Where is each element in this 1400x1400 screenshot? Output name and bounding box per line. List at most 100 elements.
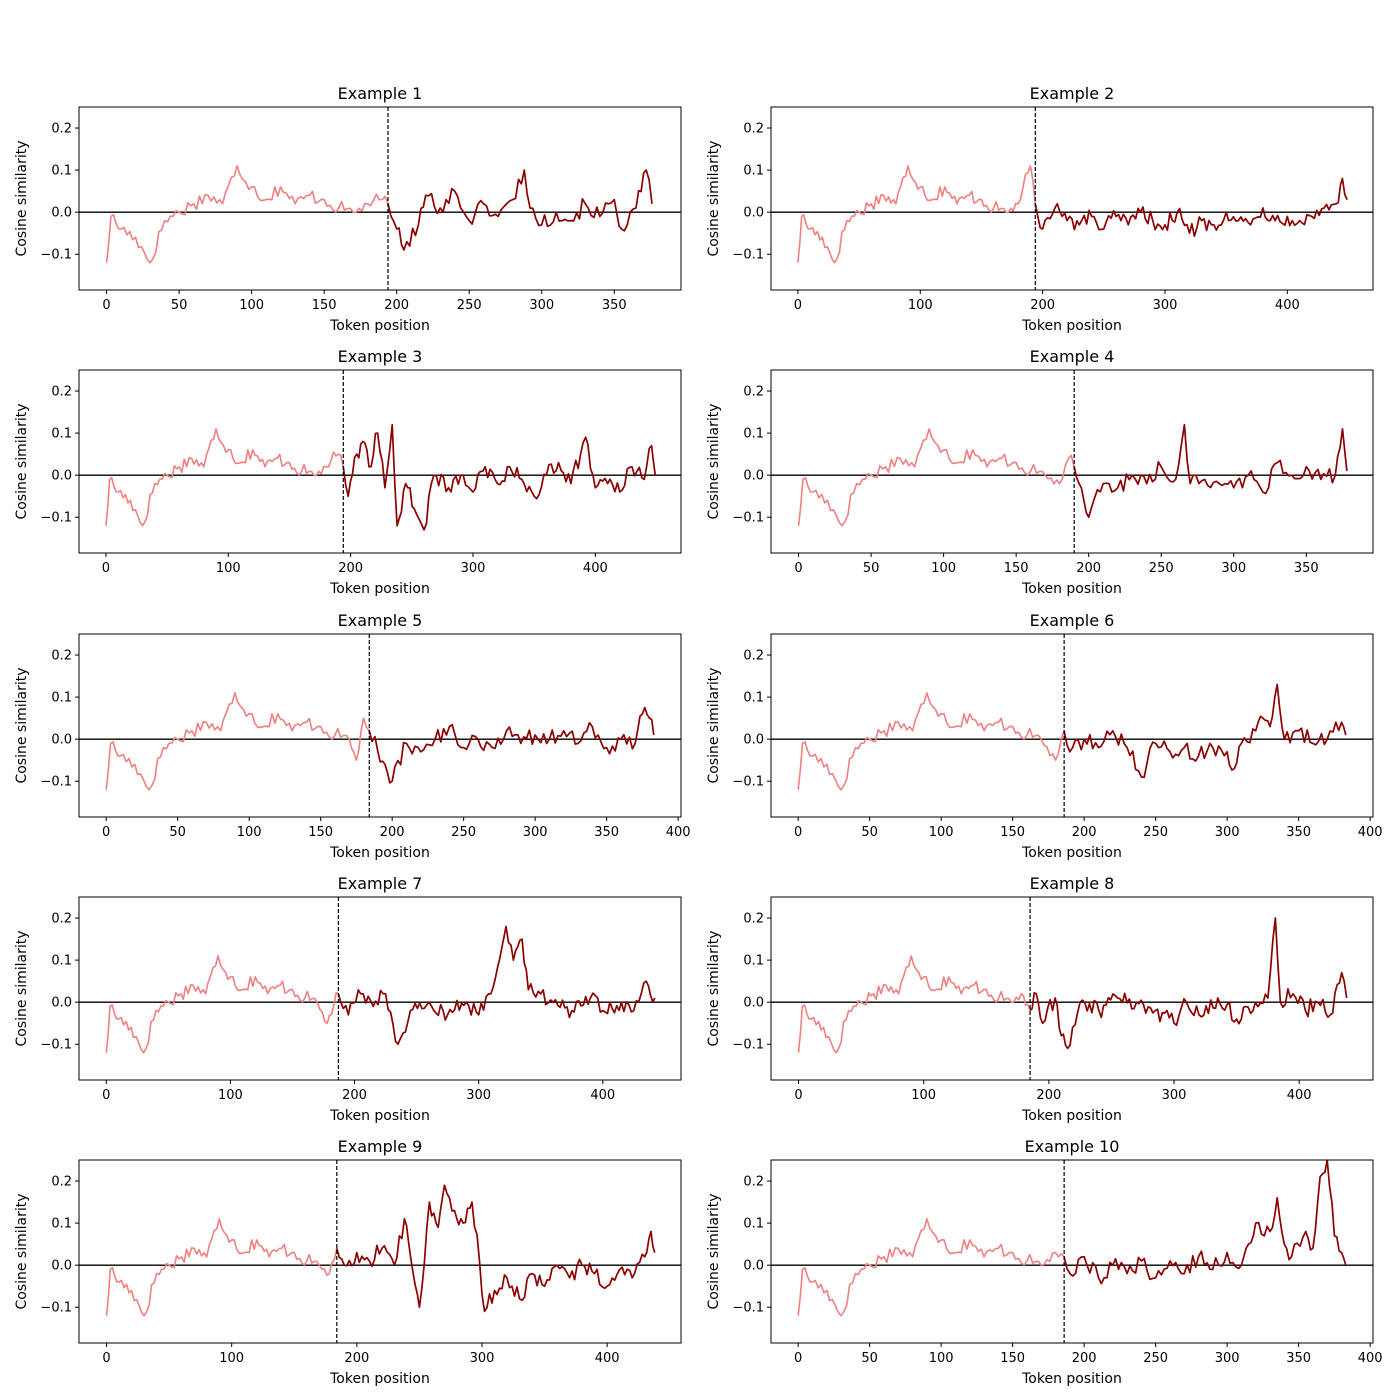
x-tick-label: 50 (861, 825, 878, 840)
chart-example-6: Example 6 0 50 100 150 200 250 300 350 400 −0.1 0.0… (706, 611, 1383, 861)
x-tick-label: 250 (457, 298, 482, 313)
x-tick-label: 300 (470, 1351, 495, 1366)
y-axis-label: Cosine similarity (706, 930, 722, 1046)
axes-frame (770, 1159, 1374, 1344)
y-tick-label: 0.2 (743, 385, 764, 400)
x-axis-label: Token position (329, 581, 430, 597)
y-axis-label: Cosine similarity (706, 667, 722, 783)
plot-area (79, 107, 681, 290)
x-tick-label: 400 (583, 561, 608, 576)
response-series-line (387, 169, 653, 251)
chart-title: Example 4 (1030, 347, 1115, 366)
x-tick-label: 100 (929, 825, 954, 840)
y-tick-label: 0.1 (743, 691, 764, 706)
response-series-line (335, 1184, 656, 1313)
x-tick-label: 300 (461, 561, 486, 576)
chart-example-5: Example 5 0 50 100 150 200 250 300 350 400 −0.1 0.0… (14, 611, 691, 861)
prefix-series-line (105, 955, 339, 1054)
prefix-series-line (797, 692, 1065, 791)
y-tick-label: 0.0 (51, 1259, 72, 1274)
prefix-series-line (105, 1218, 338, 1317)
y-tick-label: 0.1 (51, 691, 72, 706)
axes-frame (770, 633, 1374, 818)
x-tick-label: 150 (308, 825, 333, 840)
x-tick-label: 200 (342, 1088, 367, 1103)
chart-example-3: Example 3 0 100 200 300 400 −0.1 0.0 0.1 0.2 Token… (14, 347, 682, 597)
y-tick-label: 0.0 (743, 469, 764, 484)
x-tick-label: 400 (1287, 1088, 1312, 1103)
chart-title: Example 9 (338, 1137, 423, 1156)
plot-area (771, 107, 1373, 290)
y-tick-label: −0.1 (40, 511, 72, 526)
x-tick-label: 50 (861, 1351, 878, 1366)
x-tick-label: 250 (1149, 561, 1174, 576)
y-axis-label: Cosine similarity (14, 403, 30, 519)
x-tick-label: 100 (216, 561, 241, 576)
x-tick-label: 250 (1143, 825, 1168, 840)
y-axis-label: Cosine similarity (14, 667, 30, 783)
x-tick-label: 400 (1358, 1351, 1383, 1366)
y-tick-label: 0.2 (51, 122, 72, 137)
plot-area (79, 634, 681, 817)
y-tick-label: 0.1 (51, 427, 72, 442)
response-series-line (1029, 917, 1348, 1050)
x-tick-label: 0 (794, 298, 802, 313)
x-tick-label: 100 (218, 1088, 243, 1103)
x-tick-label: 300 (1215, 825, 1240, 840)
y-tick-label: 0.0 (743, 996, 764, 1011)
x-tick-label: 250 (451, 825, 476, 840)
plot-area (771, 897, 1373, 1080)
plot-area (771, 634, 1373, 817)
y-axis-label: Cosine similarity (14, 140, 30, 256)
x-tick-label: 0 (794, 825, 802, 840)
x-tick-label: 200 (384, 298, 409, 313)
x-tick-label: 0 (794, 561, 802, 576)
response-series-line (1063, 683, 1347, 779)
y-tick-label: 0.2 (51, 649, 72, 664)
prefix-series-line (797, 165, 1037, 264)
axes-frame (78, 633, 682, 818)
response-series-line (1073, 423, 1348, 519)
axes-frame (78, 896, 682, 1081)
prefix-series-line (797, 1218, 1065, 1317)
x-tick-label: 400 (1275, 298, 1300, 313)
x-tick-label: 300 (1221, 561, 1246, 576)
x-tick-label: 300 (529, 298, 554, 313)
y-tick-label: −0.1 (40, 1038, 72, 1053)
response-series-line (337, 925, 656, 1046)
y-tick-label: −0.1 (732, 511, 764, 526)
x-tick-label: 0 (102, 298, 110, 313)
x-tick-label: 100 (237, 825, 262, 840)
x-tick-label: 250 (1143, 1351, 1168, 1366)
x-axis-label: Token position (1021, 581, 1122, 597)
chart-example-7: Example 7 0 100 200 300 400 −0.1 0.0 0.1 0.2 Token… (14, 874, 682, 1124)
chart-title: Example 8 (1030, 874, 1115, 893)
y-axis-label: Cosine similarity (706, 1193, 722, 1309)
x-tick-label: 350 (1286, 825, 1311, 840)
prefix-series-line (105, 165, 389, 264)
y-tick-label: 0.0 (743, 1259, 764, 1274)
chart-example-4: Example 4 0 50 100 150 200 250 300 350 −0.1 0.0 0.1… (706, 347, 1374, 597)
y-axis-label: Cosine similarity (14, 930, 30, 1046)
y-tick-label: −0.1 (732, 248, 764, 263)
y-axis-label: Cosine similarity (706, 140, 722, 256)
y-tick-label: 0.2 (743, 649, 764, 664)
x-tick-label: 150 (1000, 825, 1025, 840)
plot-area (79, 1160, 681, 1343)
chart-title: Example 10 (1025, 1137, 1120, 1156)
x-tick-label: 350 (602, 298, 627, 313)
plot-area (771, 370, 1373, 553)
y-tick-label: −0.1 (732, 775, 764, 790)
y-axis-label: Cosine similarity (14, 1193, 30, 1309)
x-tick-label: 100 (239, 298, 264, 313)
y-tick-label: 0.0 (51, 206, 72, 221)
response-series-line (1034, 177, 1349, 238)
y-tick-label: 0.0 (743, 733, 764, 748)
chart-example-2: Example 2 0 100 200 300 400 −0.1 0.0 0.1 0.2 Token… (706, 84, 1374, 334)
x-tick-label: 200 (338, 561, 363, 576)
y-tick-label: 0.1 (51, 954, 72, 969)
y-tick-label: 0.1 (51, 164, 72, 179)
x-tick-label: 50 (863, 561, 880, 576)
x-tick-label: 400 (1358, 825, 1383, 840)
x-axis-label: Token position (1021, 1371, 1122, 1387)
